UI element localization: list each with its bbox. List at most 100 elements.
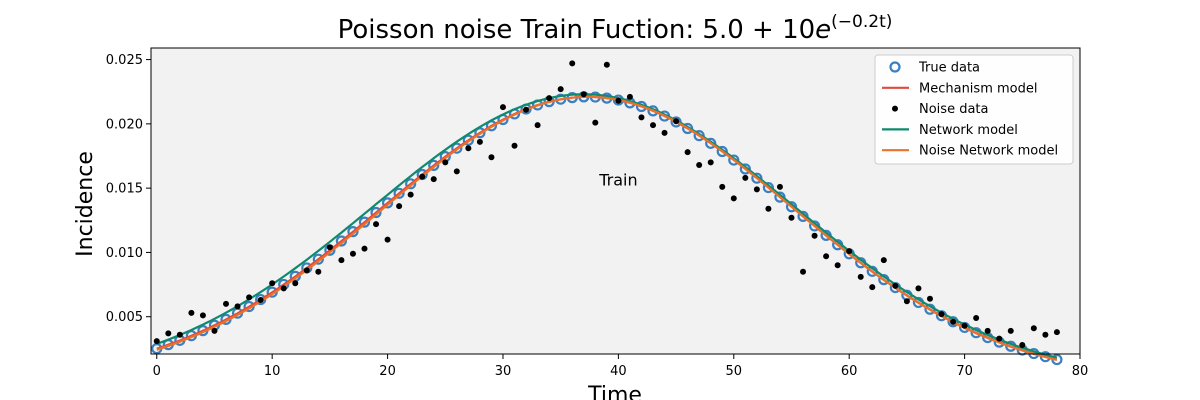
noise-data-point: [730, 195, 737, 202]
noise-data-point: [1019, 342, 1026, 348]
noise-data-point: [592, 119, 599, 126]
noise-data-point: [534, 122, 541, 129]
x-tick-label: 30: [495, 364, 512, 379]
noise-data-point: [811, 232, 818, 239]
true-data-point: [393, 187, 405, 199]
noise-data-point: [915, 285, 922, 292]
true-data-point: [312, 253, 324, 265]
noise-data-point: [857, 273, 864, 280]
noise-data-point: [211, 327, 218, 334]
noise-data-point: [961, 322, 968, 329]
plot-frame: [150, 47, 1081, 355]
noise-data-point: [499, 104, 506, 111]
true-data-point: [751, 172, 763, 184]
true-data-point: [474, 127, 486, 139]
noise-data-point: [234, 303, 241, 310]
noise-data-point: [280, 285, 287, 292]
true-data-legend-marker: [889, 61, 901, 73]
noise-data-point: [1053, 329, 1060, 336]
noise-data-point: [580, 91, 587, 98]
noise-data-point: [546, 95, 553, 102]
chart-title: Poisson noise Train Fuction: 5.0 + 10e(−…: [338, 12, 893, 45]
noise-data-point: [176, 331, 183, 338]
x-tick-label: 80: [1072, 364, 1089, 379]
legend: True data Mechanism model Noise data Networ…: [874, 54, 1074, 165]
x-tick-label: 0: [153, 364, 161, 379]
noise-data-point: [926, 295, 933, 302]
x-tick-label: 40: [610, 364, 627, 379]
x-tick-label: 70: [956, 364, 973, 379]
true-data-point: [451, 142, 463, 154]
noise-data-point: [453, 168, 460, 175]
noise-data-point: [326, 244, 333, 251]
train-annotation: Train: [598, 171, 637, 190]
noise-data-point: [188, 309, 195, 316]
noise-data-point: [523, 106, 530, 113]
noise-data-point: [788, 214, 795, 221]
noise-data-point: [1007, 327, 1014, 334]
noise-data-point: [996, 335, 1003, 342]
noise-data-point: [673, 118, 680, 125]
true-data-point: [347, 226, 359, 238]
true-data-point: [428, 159, 440, 171]
true-data-point: [693, 130, 705, 142]
noise-network-model-legend-label: Noise Network model: [919, 144, 1058, 159]
noise-data-point: [707, 159, 714, 166]
noise-data-point: [823, 253, 830, 260]
noise-data-point: [742, 174, 749, 181]
true-data-point: [405, 178, 417, 190]
noise-data-point: [1042, 331, 1049, 338]
noise-data-point: [1030, 325, 1037, 332]
true-data-point: [705, 137, 717, 149]
noise-data-point: [569, 60, 576, 67]
noise-data-point: [361, 245, 368, 252]
true-data-point: [716, 145, 728, 158]
y-tick-label: 0.025: [106, 53, 143, 68]
noise-data-point: [719, 183, 726, 190]
true-data-point: [728, 154, 740, 166]
noise-data-point: [419, 173, 426, 180]
noise-data-point: [765, 205, 772, 212]
noise-data-point: [373, 221, 380, 228]
network-model-line: [156, 93, 1058, 359]
true-data-point: [462, 134, 474, 146]
noise-data-point: [223, 300, 230, 307]
noise-data-point: [407, 191, 414, 198]
noise-data-point: [153, 338, 160, 345]
noise-data-point: [465, 145, 472, 152]
noise-data-point: [984, 327, 991, 334]
noise-data-point: [430, 176, 437, 183]
noise-data-point: [384, 236, 391, 243]
noise-data-point: [638, 114, 645, 121]
noise-data-point: [315, 268, 322, 275]
noise-data-point: [349, 250, 356, 257]
noise-data-point: [846, 248, 853, 255]
noise-data-point: [903, 298, 910, 305]
noise-data-point: [557, 86, 564, 93]
noise-data-point: [880, 257, 887, 264]
y-axis: 0.005 0.010 0.015 0.020 0.025: [106, 53, 151, 325]
noise-data-point: [511, 142, 518, 149]
noise-data-point: [476, 138, 483, 145]
true-data-legend-label: True data: [918, 61, 980, 76]
noise-data-point: [338, 257, 345, 264]
noise-data-point: [303, 267, 310, 274]
y-tick-label: 0.020: [106, 117, 143, 132]
noise-data-point: [938, 311, 945, 318]
noise-data-point: [396, 203, 403, 210]
noise-data-point: [488, 154, 495, 161]
noise-data-point: [684, 149, 691, 156]
noise-data-point: [650, 122, 657, 129]
y-tick-label: 0.010: [106, 246, 143, 261]
noise-data-point: [950, 318, 957, 325]
true-data-point: [335, 235, 348, 247]
noise-data-point: [246, 294, 253, 301]
noise-data-point: [973, 315, 980, 321]
noise-data-point: [869, 284, 876, 291]
y-tick-label: 0.015: [106, 182, 143, 197]
noise-data-legend-label: Noise data: [919, 102, 988, 117]
x-tick-label: 10: [264, 364, 281, 379]
true-data-point: [358, 216, 371, 228]
network-model-legend-label: Network model: [919, 123, 1018, 138]
